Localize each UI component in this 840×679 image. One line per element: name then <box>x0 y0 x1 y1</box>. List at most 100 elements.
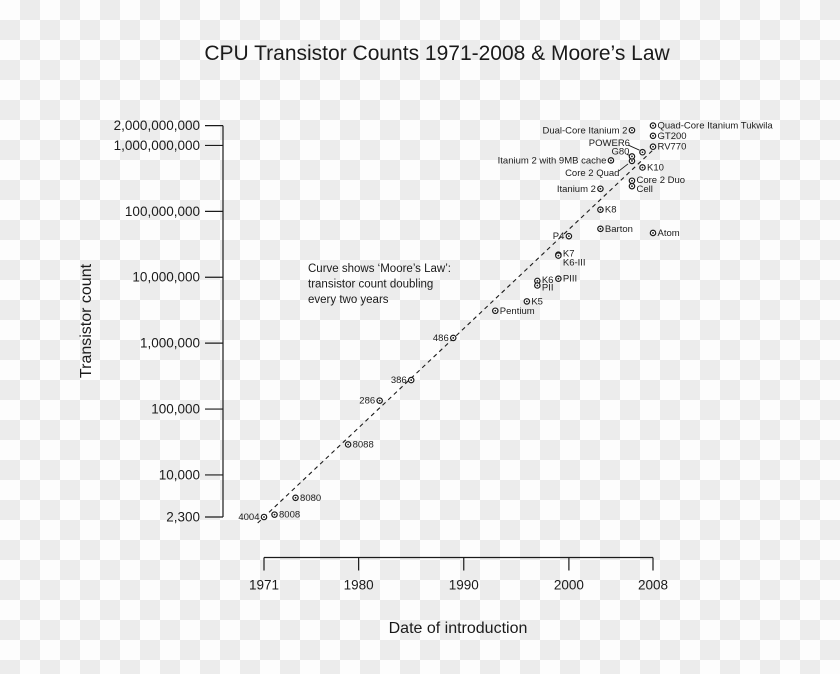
y-tick-label: 100,000 <box>151 402 200 417</box>
y-axis-title: Transistor count <box>78 263 95 378</box>
data-point-label: Itanium 2 with 9MB cache <box>498 155 607 166</box>
label-leader-line <box>618 163 629 172</box>
data-point: PIII <box>555 274 577 285</box>
y-tick-label: 1,000,000,000 <box>114 138 200 153</box>
data-point-label: K8 <box>605 205 617 216</box>
data-point-label: Atom <box>658 228 680 239</box>
moores-law-dashed-curve <box>257 147 656 524</box>
data-point: 286 <box>359 396 383 407</box>
data-point-marker-dot <box>494 309 497 312</box>
annotation-line-3: every two years <box>308 294 389 306</box>
data-point-marker-dot <box>557 277 560 280</box>
data-point: K5 <box>523 296 543 307</box>
label-leader-line <box>628 144 640 151</box>
data-point-label: POWER6 <box>589 138 630 149</box>
y-tick-label: 2,300 <box>166 510 200 525</box>
data-point-marker-dot <box>378 399 381 402</box>
x-axis-title: Date of introduction <box>389 620 528 637</box>
data-point-label: 8088 <box>353 439 374 450</box>
data-point-marker-dot <box>652 145 654 148</box>
data-point-label: K6 <box>542 275 554 286</box>
data-point-marker-dot <box>599 208 602 211</box>
data-point-marker-dot <box>652 232 654 234</box>
data-point-label: K6-III <box>563 258 586 269</box>
data-point: P4 <box>553 231 573 242</box>
x-axis: 1971 1980 1990 2000 2008 <box>249 556 668 593</box>
data-point-label: Quad-Core Itanium Tukwila <box>658 121 774 132</box>
x-tick-label: 2000 <box>554 578 584 593</box>
data-point-marker-dot <box>599 187 602 190</box>
data-point-marker-dot <box>599 227 602 230</box>
data-point-marker-dot <box>263 516 265 518</box>
data-point: RV770 <box>649 142 686 153</box>
y-axis: 2,000,000,000 1,000,000,000 100,000,000 10,… <box>114 118 224 525</box>
data-point-marker-dot <box>273 513 276 516</box>
x-tick-label: 2008 <box>638 578 668 593</box>
data-point: Barton <box>597 224 633 235</box>
x-tick-label: 1980 <box>344 578 374 593</box>
y-tick-label: 10,000,000 <box>132 270 200 285</box>
data-point: 8088 <box>344 439 374 450</box>
data-point-marker-dot <box>631 179 633 182</box>
data-point-marker-dot <box>652 134 654 137</box>
data-point-label: PIII <box>563 274 577 285</box>
data-point-label: Itanium 2 <box>557 184 596 195</box>
data-point-label: 286 <box>359 396 375 407</box>
data-point: Cell <box>628 182 653 195</box>
data-point-marker-dot <box>652 124 654 127</box>
data-point-label: GT200 <box>658 131 687 142</box>
data-point-marker-dot <box>410 379 413 381</box>
data-point-label: K10 <box>647 162 664 173</box>
data-point-label: Core 2 Quad <box>565 168 619 179</box>
data-point-marker-dot <box>294 496 297 499</box>
data-point-marker-dot <box>525 300 528 303</box>
y-tick-label: 100,000,000 <box>125 204 200 219</box>
data-point-label: Dual-Core Itanium 2 <box>542 125 627 136</box>
x-tick-label: 1971 <box>249 578 279 593</box>
data-point: G80 <box>612 146 636 160</box>
x-tick-label: 1990 <box>449 578 479 593</box>
data-point: Quad-Core Itanium Tukwila <box>649 121 774 132</box>
data-point-marker-dot <box>610 159 612 162</box>
data-point-label: Cell <box>636 184 652 195</box>
data-point-label: Barton <box>605 224 633 235</box>
y-tick-label: 1,000,000 <box>140 336 200 351</box>
y-tick-label: 10,000 <box>159 467 200 482</box>
data-point-label: Core 2 Duo <box>636 175 685 186</box>
data-point: POWER6 <box>589 138 646 156</box>
data-point-marker-dot <box>347 443 350 446</box>
data-point: 486 <box>433 333 457 344</box>
data-point-marker-dot <box>641 151 644 154</box>
data-point: 386 <box>391 375 415 386</box>
data-point-label: 486 <box>433 333 449 344</box>
data-point: Core 2 Duo <box>628 175 685 186</box>
data-point: Pentium <box>491 306 535 317</box>
chart-title: CPU Transistor Counts 1971-2008 & Moore’… <box>204 42 670 65</box>
data-point: Atom <box>649 228 680 239</box>
data-point: Dual-Core Itanium 2 <box>542 125 636 136</box>
data-point: K6-III <box>555 252 586 269</box>
data-point: K8 <box>597 205 617 216</box>
data-point-label: K7 <box>563 249 575 260</box>
data-point: 8008 <box>271 510 300 521</box>
data-point-label: Pentium <box>500 306 535 317</box>
data-point-marker-dot <box>631 185 633 188</box>
data-point-label: 4004 <box>238 512 259 523</box>
data-point: 8080 <box>292 493 321 504</box>
data-point-label: 8080 <box>300 493 321 504</box>
data-point-marker-dot <box>631 160 633 162</box>
annotation-line-2: transistor count doubling <box>308 279 433 291</box>
data-point: PII <box>534 282 553 293</box>
data-point-marker-dot <box>567 235 570 238</box>
data-point-label: 386 <box>391 375 407 386</box>
data-point-label: K5 <box>531 296 543 307</box>
data-point-label: P4 <box>553 231 565 242</box>
data-point: K10 <box>639 162 664 173</box>
y-tick-label: 2,000,000,000 <box>114 118 200 133</box>
data-point-marker-dot <box>631 155 633 158</box>
data-point: GT200 <box>649 131 687 142</box>
data-point-marker-dot <box>631 129 633 132</box>
